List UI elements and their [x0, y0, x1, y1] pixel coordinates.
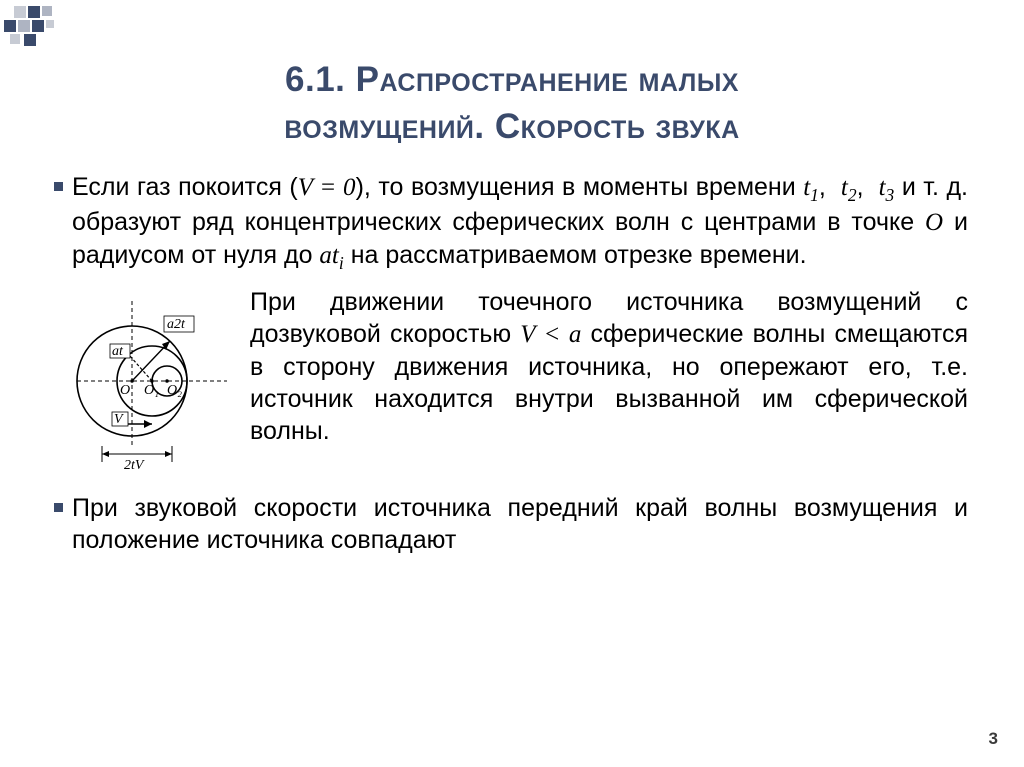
p1-text-b: ), то возмущения в моменты времени	[356, 173, 804, 201]
figure-row: a2t at O O₁ O₂ V	[72, 286, 968, 476]
paragraph-1: Если газ покоится (V = 0), то возмущения…	[72, 171, 968, 275]
decor-square	[24, 34, 36, 46]
figure-diagram: a2t at O O₁ O₂ V	[72, 286, 232, 476]
corner-decoration	[4, 6, 68, 54]
p1-veq0: V = 0	[298, 174, 356, 201]
decor-square	[46, 20, 54, 28]
p1-O: O	[925, 209, 943, 236]
p1-t3: t	[879, 174, 886, 201]
fig-label-O2: O₂	[167, 383, 182, 398]
p1-t3s: 3	[886, 185, 895, 205]
paragraph-3: При звуковой скорости источника передний…	[72, 492, 968, 556]
fig-label-2tV: 2tV	[124, 458, 145, 473]
slide-body: Если газ покоится (V = 0), то возмущения…	[0, 151, 1024, 557]
p1-text-e: на рассматриваемом отрезке времени.	[344, 241, 807, 269]
title-line-1: 6.1. Распространение малых	[285, 60, 739, 99]
p1-t2: t	[841, 174, 848, 201]
fig-label-a2t: a2t	[167, 317, 186, 332]
p1-t1s: 1	[810, 185, 819, 205]
decor-square	[10, 34, 20, 44]
decor-square	[18, 20, 30, 32]
decor-square	[4, 20, 16, 32]
fig-label-O1: O₁	[144, 383, 159, 398]
p1-t2s: 2	[848, 185, 857, 205]
p1-at: at	[319, 242, 338, 269]
p3-text: При звуковой скорости источника передний…	[72, 494, 968, 554]
page-number: 3	[989, 729, 998, 749]
decor-square	[14, 6, 26, 18]
p1-text-a: Если газ покоится (	[72, 173, 298, 201]
fig-label-O: O	[120, 383, 130, 398]
slide-title: 6.1. Распространение малых возмущений. С…	[0, 0, 1024, 151]
decor-square	[42, 6, 52, 16]
slide: 6.1. Распространение малых возмущений. С…	[0, 0, 1024, 767]
fig-label-V: V	[114, 412, 124, 427]
paragraph-2: При движении точечного источника возмуще…	[250, 286, 968, 447]
title-line-2: возмущений. Скорость звука	[284, 107, 739, 146]
decor-square	[32, 20, 44, 32]
p2-rel: V < a	[520, 321, 581, 348]
decor-square	[28, 6, 40, 18]
fig-label-at: at	[112, 344, 124, 359]
